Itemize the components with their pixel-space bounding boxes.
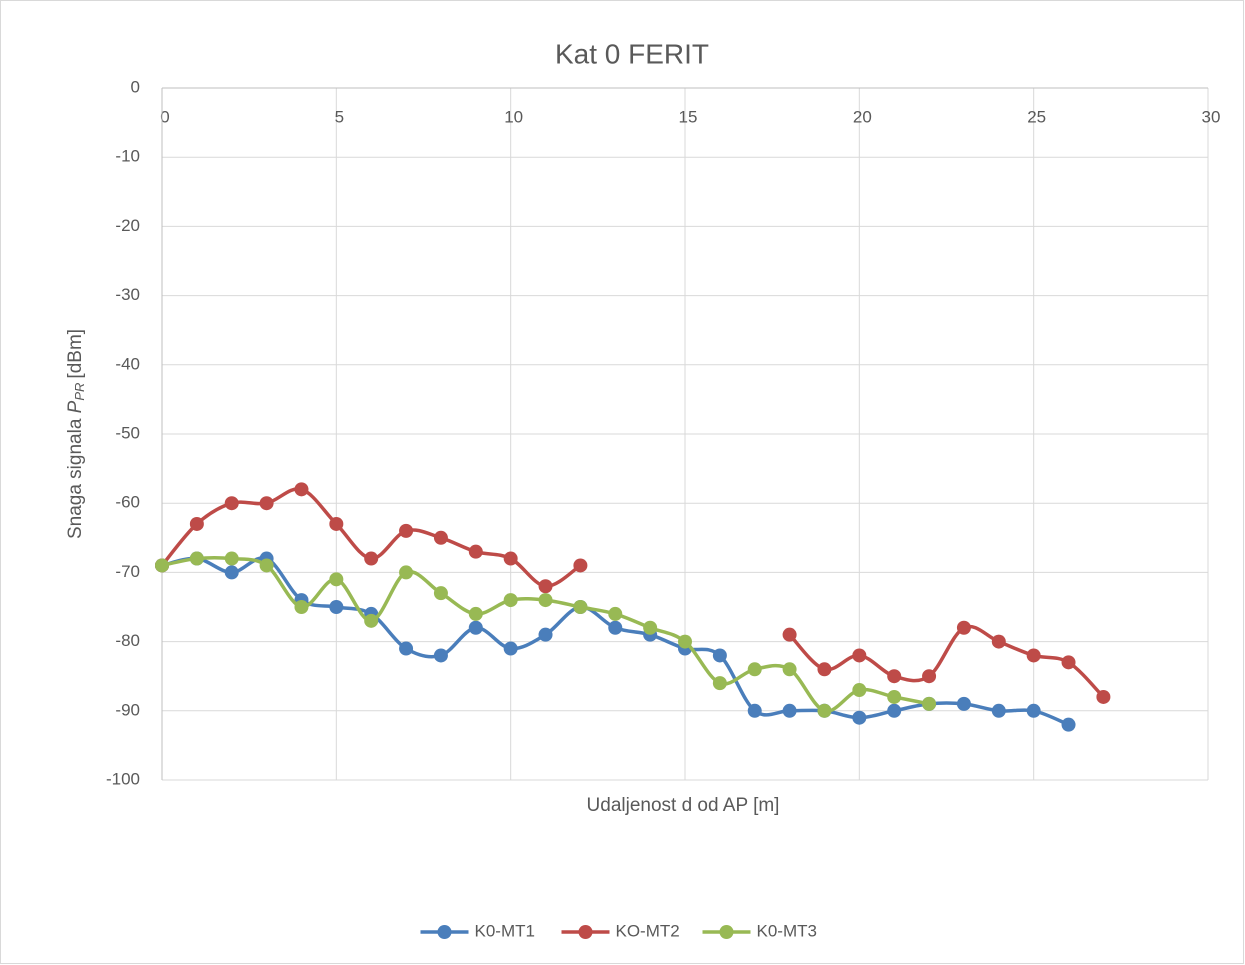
x-tick-label: 30: [1202, 107, 1221, 126]
data-point: [433, 530, 448, 545]
data-point: [259, 558, 274, 573]
y-axis-label: Snaga signala PPR [dBm]: [65, 329, 87, 539]
data-point: [399, 641, 414, 656]
data-point: [433, 648, 448, 663]
legend-marker: [578, 925, 593, 939]
x-tick-label: 20: [853, 107, 872, 126]
x-axis-label: Udaljenost d od AP [m]: [587, 795, 780, 816]
data-point: [503, 593, 518, 608]
data-point: [224, 565, 239, 580]
data-point: [887, 669, 902, 684]
data-point: [364, 613, 379, 628]
data-point: [782, 703, 797, 718]
y-label-text: Snaga signala: [65, 418, 86, 539]
legend-label: K0-MT3: [757, 921, 817, 940]
y-tick-label: -70: [115, 562, 140, 581]
data-point: [747, 662, 762, 677]
x-tick-label: 0: [160, 107, 169, 126]
data-point: [1026, 648, 1041, 663]
data-point: [573, 600, 588, 614]
data-point: [922, 696, 937, 711]
legend-marker: [719, 925, 734, 939]
x-tick-label: 10: [504, 107, 523, 126]
data-point: [956, 696, 971, 711]
data-point: [852, 648, 867, 663]
data-point: [712, 676, 727, 691]
data-point: [712, 648, 727, 663]
y-tick-label: -30: [115, 285, 140, 304]
data-point: [468, 606, 483, 621]
x-tick-label: 5: [335, 107, 344, 126]
data-point: [259, 496, 274, 511]
chart-title: Kat 0 FERIT: [555, 38, 709, 69]
y-label-subscript: PR: [72, 383, 87, 401]
y-tick-label: -20: [115, 216, 140, 235]
data-point: [294, 600, 309, 614]
data-point: [852, 683, 867, 698]
data-point: [224, 551, 239, 566]
data-point: [1026, 703, 1041, 718]
y-label-unit: [dBm]: [65, 329, 86, 379]
y-tick-label: -10: [115, 147, 140, 166]
x-tick-label: 15: [679, 107, 698, 126]
data-point: [294, 482, 309, 497]
data-point: [224, 496, 239, 511]
legend-label: KO-MT2: [616, 921, 680, 940]
legend-marker: [437, 925, 452, 939]
y-label-symbol: P: [65, 400, 86, 413]
y-tick-label: -90: [115, 700, 140, 719]
data-point: [538, 627, 553, 642]
data-point: [922, 669, 937, 684]
data-point: [817, 703, 832, 718]
legend-label: K0-MT1: [475, 921, 535, 940]
y-tick-label: -80: [115, 631, 140, 650]
y-tick-label: -40: [115, 354, 140, 373]
data-point: [1096, 689, 1111, 704]
data-point: [503, 551, 518, 566]
data-point: [643, 620, 658, 635]
data-point: [155, 558, 169, 573]
data-point: [782, 662, 797, 677]
y-tick-label: -50: [115, 423, 140, 442]
x-tick-label: 25: [1027, 107, 1046, 126]
data-point: [538, 579, 553, 594]
data-point: [1061, 655, 1076, 670]
data-point: [747, 703, 762, 718]
data-point: [468, 544, 483, 559]
data-point: [991, 703, 1006, 718]
data-point: [852, 710, 867, 725]
data-point: [678, 634, 692, 649]
data-point: [399, 523, 414, 538]
data-point: [538, 593, 553, 608]
data-point: [782, 627, 797, 642]
data-point: [956, 620, 971, 635]
data-point: [189, 551, 204, 566]
data-point: [817, 662, 832, 677]
data-point: [329, 572, 344, 587]
data-point: [1061, 717, 1076, 732]
y-tick-label: -100: [106, 769, 140, 788]
data-point: [991, 634, 1006, 649]
data-point: [887, 703, 902, 718]
data-point: [887, 689, 902, 704]
data-point: [608, 620, 623, 635]
data-point: [433, 586, 448, 601]
data-point: [329, 516, 344, 531]
data-point: [399, 565, 414, 580]
data-point: [573, 558, 588, 573]
y-tick-label: 0: [131, 77, 140, 96]
y-tick-label: -60: [115, 493, 140, 512]
data-point: [503, 641, 518, 656]
data-point: [364, 551, 379, 566]
data-point: [329, 600, 344, 614]
data-point: [608, 606, 623, 621]
data-point: [189, 516, 204, 531]
data-point: [468, 620, 483, 635]
